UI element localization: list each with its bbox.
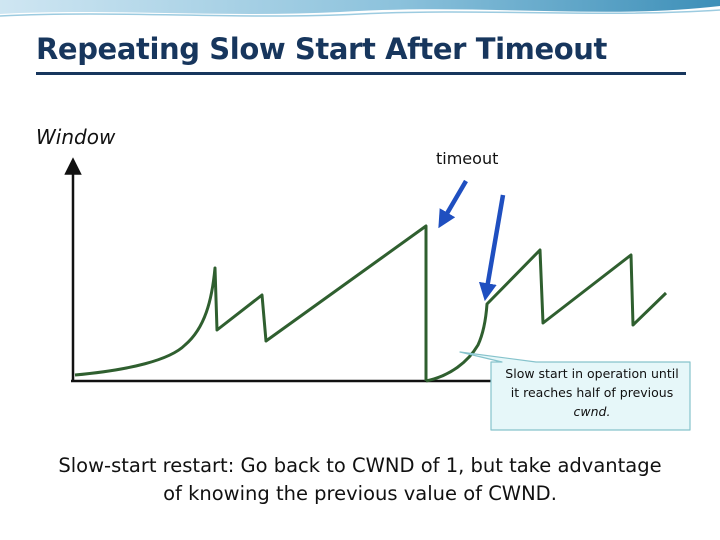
top-decoration-band (0, 0, 720, 17)
callout-line-1: Slow start in operation until (505, 366, 679, 381)
callout-box (459, 351, 691, 431)
timeout-arrow-second (478, 194, 506, 302)
title-underline (36, 72, 686, 75)
callout-line-2: it reaches half of previous (510, 385, 674, 400)
caption-line-2: of knowing the previous value of CWND. (163, 482, 557, 505)
window-axis-label: Window (36, 125, 116, 149)
callout-text: Slow start in operation until it reaches… (494, 364, 690, 421)
slide-caption: Slow-start restart: Go back to CWND of 1… (30, 452, 690, 508)
timeout-arrow-first (438, 179, 468, 229)
timeout-label: timeout (436, 149, 499, 168)
callout-line-3: cwnd. (573, 404, 611, 419)
cwnd-curve-phase-2 (425, 248, 668, 383)
caption-line-1: Slow-start restart: Go back to CWND of 1… (58, 454, 662, 477)
slide-title: Repeating Slow Start After Timeout (36, 32, 607, 66)
cwnd-curve-phase-1 (74, 224, 428, 381)
